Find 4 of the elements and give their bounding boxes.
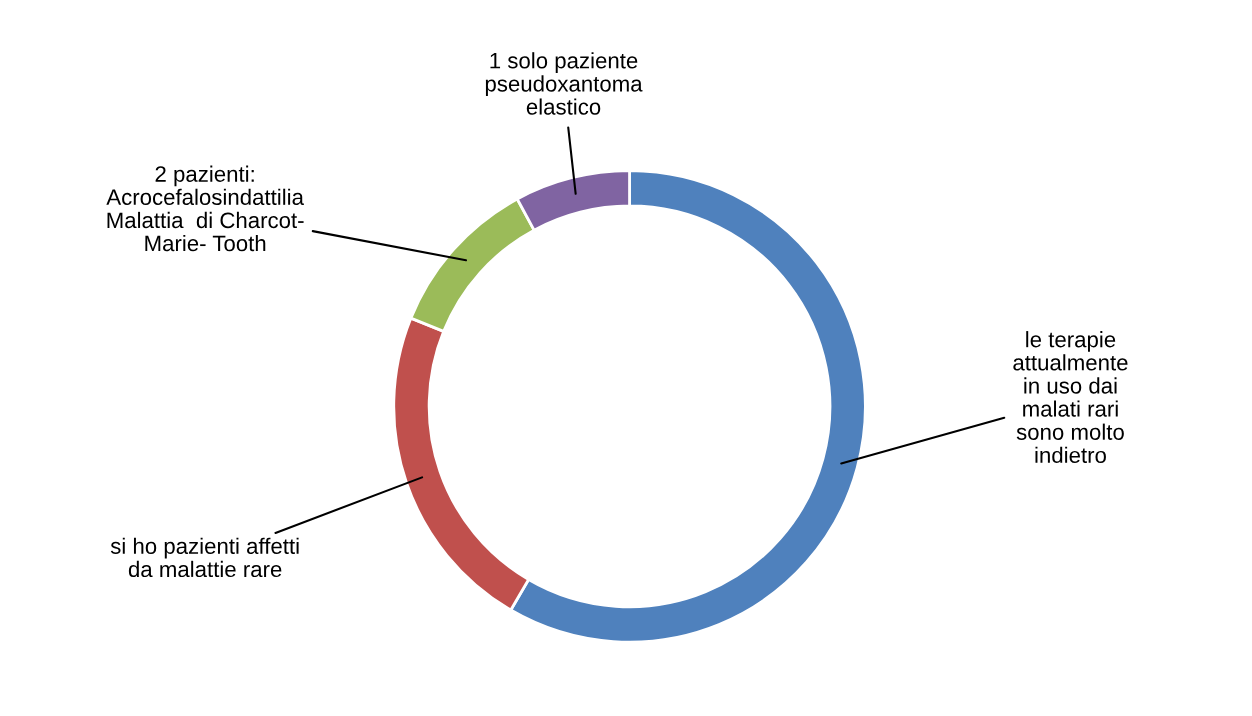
slice-label: 2 pazienti: Acrocefalosindattilia Malattia di Charcot- Marie- Tooth: [106, 165, 304, 252]
slice-label: si ho pazienti affetti da malattie rare: [110, 537, 299, 578]
slice-label: le terapie attualmente in uso dai malati rari sono molto indietro: [1013, 331, 1128, 464]
slice-label: 1 solo paziente pseudoxantoma elastico: [485, 52, 643, 115]
